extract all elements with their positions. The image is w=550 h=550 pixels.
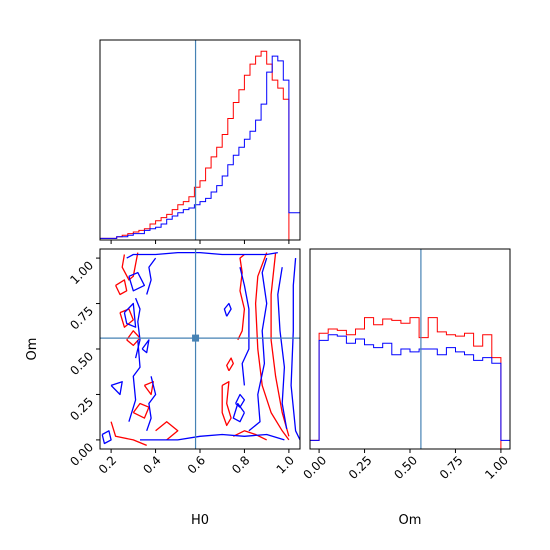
contour-line-blue <box>248 257 268 432</box>
contour-line-blue <box>123 302 137 328</box>
contour-line-red <box>237 253 246 341</box>
contour-line-red <box>155 421 179 441</box>
contour-line-red <box>226 357 234 372</box>
om-axis-label: Om <box>399 513 422 528</box>
h0-axis-label: H0 <box>191 513 209 528</box>
contour-line-red <box>233 430 267 441</box>
contour-line-red <box>115 279 128 296</box>
contour-line-red <box>270 252 290 437</box>
h0-histogram-frame <box>99 39 301 241</box>
contour-line-blue <box>128 339 141 422</box>
contour-line-blue <box>141 339 150 354</box>
contour-line-red <box>254 252 290 441</box>
contour-line-red <box>143 381 154 396</box>
contour-line-blue <box>235 393 246 408</box>
om-histogram-series-red <box>309 317 510 450</box>
contour-line-blue <box>290 258 300 441</box>
contour-line-blue <box>146 257 157 295</box>
h0-histogram-series-red <box>99 50 300 241</box>
truth-marker <box>192 334 200 342</box>
contour-line-red <box>121 252 139 281</box>
contour-line-red <box>221 381 232 427</box>
om-histogram-series-blue <box>309 334 511 449</box>
contour-line-blue <box>223 302 232 317</box>
contour-line-blue <box>126 251 278 259</box>
contour-line-blue <box>128 271 146 292</box>
h0-histogram-series-blue <box>99 55 301 240</box>
contour-line-red <box>110 421 147 447</box>
contour-line-blue <box>277 267 288 430</box>
om-y-axis-label: Om <box>25 338 40 361</box>
contour-line-blue <box>101 430 112 445</box>
contour-line-blue <box>140 433 285 441</box>
contour-line-blue <box>110 381 123 396</box>
contour-line-blue <box>146 376 157 432</box>
h0-histogram-panel <box>99 39 301 244</box>
contour-line-blue <box>239 267 250 386</box>
